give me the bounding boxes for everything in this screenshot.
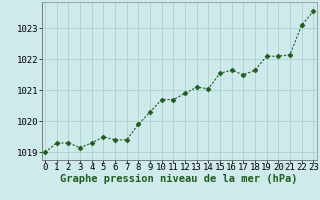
X-axis label: Graphe pression niveau de la mer (hPa): Graphe pression niveau de la mer (hPa) bbox=[60, 174, 298, 184]
